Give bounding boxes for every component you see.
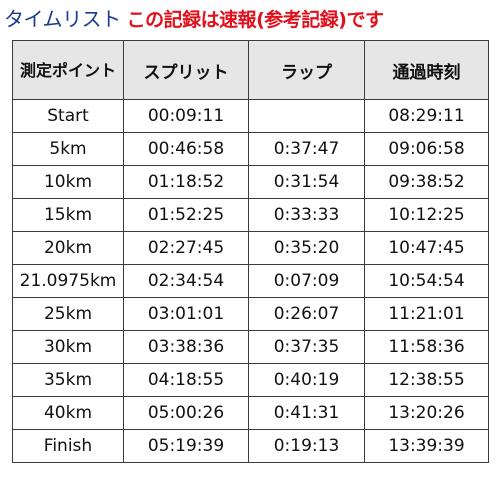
- cell-lap: 0:07:09: [248, 264, 365, 298]
- cell-passing-time: 09:06:58: [364, 132, 489, 166]
- table-row: Finish 05:19:39 0:19:13 13:39:39: [12, 429, 489, 463]
- cell-lap: 0:40:19: [248, 363, 365, 397]
- cell-lap: 0:31:54: [248, 165, 365, 199]
- cell-passing-time: 10:12:25: [364, 198, 489, 232]
- cell-split: 01:18:52: [123, 165, 249, 199]
- cell-lap: 0:19:13: [248, 429, 365, 463]
- cell-lap: 0:37:35: [248, 330, 365, 364]
- cell-point: 25km: [12, 297, 124, 331]
- cell-lap: 0:26:07: [248, 297, 365, 331]
- table-row: 10km 01:18:52 0:31:54 09:38:52: [12, 165, 489, 199]
- cell-split: 02:34:54: [123, 264, 249, 298]
- table-row: 35km 04:18:55 0:40:19 12:38:55: [12, 363, 489, 397]
- table-row: 30km 03:38:36 0:37:35 11:58:36: [12, 330, 489, 364]
- cell-split: 05:19:39: [123, 429, 249, 463]
- cell-split: 03:01:01: [123, 297, 249, 331]
- cell-split: 00:46:58: [123, 132, 249, 166]
- cell-passing-time: 10:47:45: [364, 231, 489, 265]
- cell-split: 03:38:36: [123, 330, 249, 364]
- page-heading: タイムリスト この記録は速報(参考記録)です: [4, 4, 384, 34]
- cell-point: 21.0975km: [12, 264, 124, 298]
- table-row: 21.0975km 02:34:54 0:07:09 10:54:54: [12, 264, 489, 298]
- cell-split: 02:27:45: [123, 231, 249, 265]
- column-header-passing-time: 通過時刻: [364, 40, 489, 100]
- cell-point: 15km: [12, 198, 124, 232]
- table-row: 40km 05:00:26 0:41:31 13:20:26: [12, 396, 489, 430]
- column-header-split: スプリット: [123, 40, 249, 100]
- cell-split: 01:52:25: [123, 198, 249, 232]
- column-header-lap: ラップ: [248, 40, 365, 100]
- table-row: 20km 02:27:45 0:35:20 10:47:45: [12, 231, 489, 265]
- page-title: タイムリスト: [4, 7, 121, 31]
- cell-point: Finish: [12, 429, 124, 463]
- cell-passing-time: 11:58:36: [364, 330, 489, 364]
- table-row: 5km 00:46:58 0:37:47 09:06:58: [12, 132, 489, 166]
- cell-lap: 0:33:33: [248, 198, 365, 232]
- cell-point: 30km: [12, 330, 124, 364]
- table-row: Start 00:09:11 08:29:11: [12, 99, 489, 133]
- cell-point: 20km: [12, 231, 124, 265]
- cell-point: 10km: [12, 165, 124, 199]
- cell-split: 00:09:11: [123, 99, 249, 133]
- cell-point: 5km: [12, 132, 124, 166]
- preliminary-notice: この記録は速報(参考記録)です: [126, 9, 384, 31]
- table-header-row: 測定ポイント スプリット ラップ 通過時刻: [12, 40, 489, 100]
- cell-point: 40km: [12, 396, 124, 430]
- cell-passing-time: 09:38:52: [364, 165, 489, 199]
- table-row: 25km 03:01:01 0:26:07 11:21:01: [12, 297, 489, 331]
- cell-split: 04:18:55: [123, 363, 249, 397]
- table-row: 15km 01:52:25 0:33:33 10:12:25: [12, 198, 489, 232]
- cell-point: 35km: [12, 363, 124, 397]
- cell-passing-time: 13:20:26: [364, 396, 489, 430]
- cell-lap: 0:37:47: [248, 132, 365, 166]
- cell-passing-time: 11:21:01: [364, 297, 489, 331]
- cell-lap: 0:41:31: [248, 396, 365, 430]
- cell-split: 05:00:26: [123, 396, 249, 430]
- cell-passing-time: 10:54:54: [364, 264, 489, 298]
- cell-lap: [248, 99, 365, 133]
- cell-passing-time: 13:39:39: [364, 429, 489, 463]
- time-list-table: 測定ポイント スプリット ラップ 通過時刻 Start 00:09:11 08:…: [12, 40, 489, 463]
- cell-point: Start: [12, 99, 124, 133]
- column-header-point: 測定ポイント: [12, 40, 124, 100]
- cell-passing-time: 12:38:55: [364, 363, 489, 397]
- cell-passing-time: 08:29:11: [364, 99, 489, 133]
- cell-lap: 0:35:20: [248, 231, 365, 265]
